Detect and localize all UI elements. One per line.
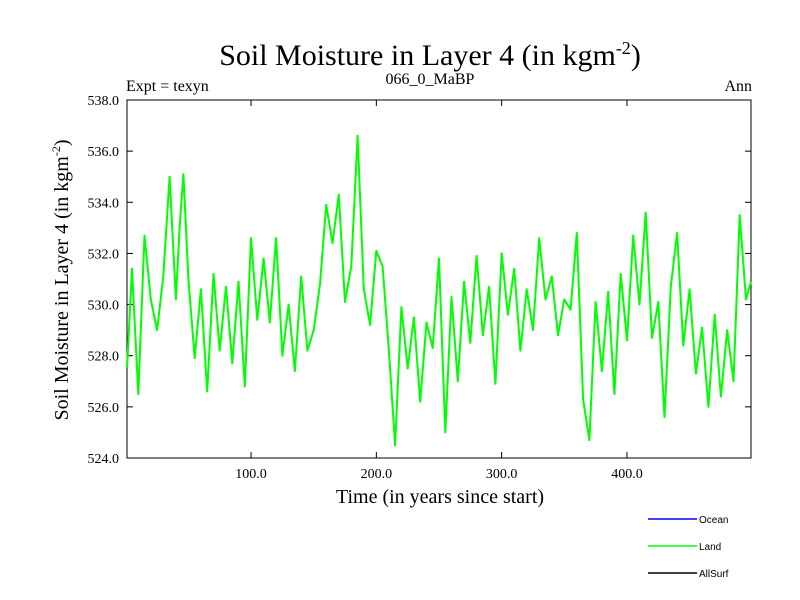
chart-title-close: ) <box>631 39 641 72</box>
season-label: Ann <box>724 78 752 95</box>
x-axis: 100.0 200.0 300.0 400.0 <box>235 100 643 482</box>
plot-frame <box>126 99 752 459</box>
x-tick-label: 300.0 <box>486 467 518 482</box>
experiment-label: Expt = texyn <box>126 78 209 95</box>
y-tick-label: 534.0 <box>88 196 120 211</box>
chart-title-main: Soil Moisture in Layer 4 (in kgm <box>219 39 616 72</box>
x-axis-label: Time (in years since start) <box>336 486 544 508</box>
y-tick-label: 538.0 <box>88 94 120 109</box>
run-label: 066_0_MaBP <box>386 71 475 88</box>
y-axis-label: Soil Moisture in Layer 4 (in kgm-2) <box>49 139 73 420</box>
legend-label: AllSurf <box>699 569 729 580</box>
y-axis-label-close: ) <box>51 139 73 146</box>
x-tick-label: 400.0 <box>611 467 643 482</box>
legend-label: Ocean <box>699 515 728 526</box>
legend: Ocean Land AllSurf <box>648 515 729 580</box>
y-tick-label: 526.0 <box>88 401 120 416</box>
chart-title: Soil Moisture in Layer 4 (in kgm-2) <box>219 38 641 72</box>
y-axis: 524.0 526.0 528.0 530.0 532.0 534.0 536.0 538.0 <box>88 94 751 467</box>
series-line-land <box>126 134 752 447</box>
y-tick-label: 530.0 <box>88 299 120 314</box>
y-tick-label: 524.0 <box>88 452 120 467</box>
y-tick-label: 528.0 <box>88 350 120 365</box>
x-tick-label: 200.0 <box>361 467 393 482</box>
y-tick-label: 532.0 <box>88 247 120 262</box>
y-axis-label-superscript: -2 <box>49 146 63 156</box>
y-tick-label: 536.0 <box>88 145 120 160</box>
y-axis-label-main: Soil Moisture in Layer 4 (in kgm <box>51 156 73 421</box>
chart-title-superscript: -2 <box>616 38 631 58</box>
series-layer <box>126 134 752 447</box>
legend-label: Land <box>699 542 721 553</box>
x-tick-label: 100.0 <box>235 467 267 482</box>
